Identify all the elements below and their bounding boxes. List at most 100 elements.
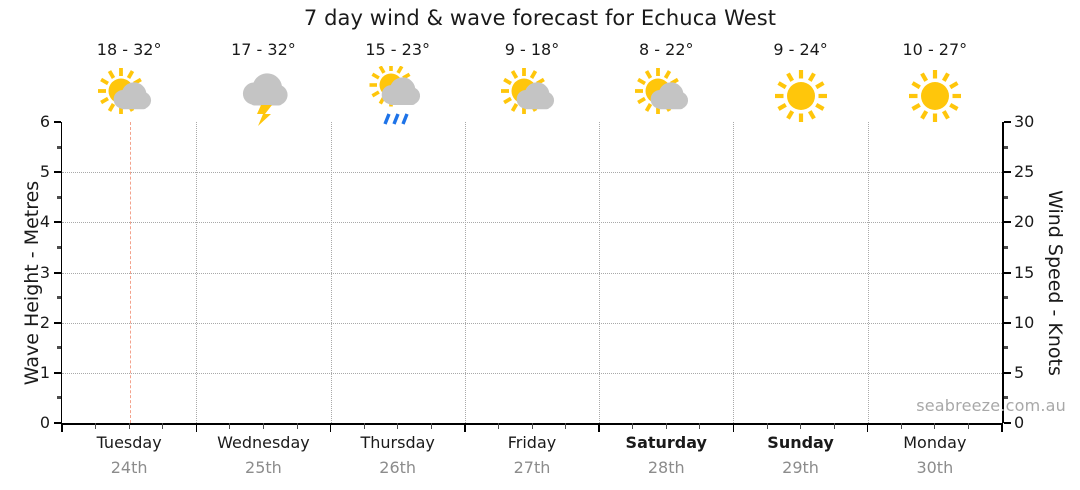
right-axis-tick [1003,346,1008,350]
x-axis-minor-tick [800,423,802,429]
x-axis-major-tick [195,423,198,432]
x-axis-minor-tick [833,423,835,429]
x-axis-minor-tick [632,423,634,429]
right-axis-tick [1003,195,1008,199]
day-date-label: 25th [245,458,282,477]
left-axis-tick-label: 3 [39,262,50,282]
left-axis-tick [56,145,61,149]
sun-behind-cloud-icon [62,68,196,126]
right-axis-tick [1003,396,1008,400]
right-axis-tick-label: 15 [1014,262,1035,282]
watermark: seabreeze.com.au [916,396,1066,415]
left-axis-tick-label: 5 [39,162,50,182]
right-axis-tick [1003,271,1011,274]
day-date-label: 29th [782,458,819,477]
right-axis-tick [1003,145,1008,149]
plot-area [53,121,1011,432]
x-axis-minor-tick [229,423,231,429]
sun-icon [868,68,1002,126]
right-axis-tick [1003,245,1008,249]
x-axis-minor-tick [296,423,298,429]
left-axis-tick-label: 4 [39,212,50,232]
x-axis-minor-tick [430,423,432,429]
right-axis-tick [1003,371,1011,374]
sun-behind-cloud-icon [465,68,599,126]
temperature-range: 15 - 23° [365,40,431,59]
sun-icon [774,70,827,122]
cloud-lightning-icon [196,68,330,126]
left-axis-tick [56,346,61,350]
x-axis-minor-tick [766,423,768,429]
x-axis-major-tick [61,423,63,432]
sun-cloud-rain-icon [331,66,465,126]
day-name-label: Friday [507,433,557,452]
day-separator-gridline [196,122,198,423]
x-axis-minor-tick [531,423,533,429]
x-axis-major-tick [866,423,869,432]
left-axis-tick [53,121,61,123]
day-separator-gridline [867,122,869,423]
left-axis-tick [53,321,61,324]
left-axis-tick [56,296,61,300]
x-axis-major-tick [732,423,735,432]
right-axis-tick [1003,321,1011,324]
x-axis-minor-tick [934,423,936,429]
day-separator-gridline [599,122,601,423]
x-axis-major-tick [598,423,600,432]
sun-behind-cloud-icon [98,68,152,114]
cloud-lightning-icon [243,73,288,126]
left-axis-tick [56,396,61,400]
day-name-label: Sunday [767,433,834,452]
day-name-label: Monday [903,433,967,452]
right-axis-tick [1003,171,1011,174]
x-axis-minor-tick [363,423,365,429]
day-date-label: 27th [513,458,551,477]
x-axis-minor-tick [967,423,969,429]
x-axis-major-tick [1001,423,1003,432]
x-axis-major-tick [464,423,466,432]
right-axis-line [1002,122,1004,423]
day-separator-gridline [733,122,735,423]
right-axis-tick-label: 20 [1014,212,1035,232]
left-axis-tick-label: 0 [39,413,50,432]
left-axis-tick-label: 1 [39,362,50,382]
temperature-range: 18 - 32° [96,40,162,59]
horizontal-gridline [62,322,1002,324]
left-axis-tick [53,422,61,424]
horizontal-gridline [62,272,1002,274]
day-date-label: 24th [110,458,148,477]
day-date-label: 28th [647,458,685,477]
day-date-label: 26th [379,458,417,477]
sun-behind-cloud-icon [635,68,689,114]
horizontal-gridline [62,222,1002,224]
temperature-range: 8 - 22° [639,40,694,59]
x-axis-minor-tick [397,423,399,429]
x-axis-minor-tick [565,423,567,429]
x-axis-minor-tick [497,423,499,429]
x-axis-minor-tick [162,423,164,429]
sun-cloud-rain-icon [369,66,420,125]
x-axis-minor-tick [128,423,130,429]
right-axis-tick [1003,121,1011,123]
left-axis-tick [56,245,61,249]
right-axis-tick-label: 5 [1014,362,1025,382]
day-separator-gridline [330,122,332,423]
left-axis-tick [56,195,61,199]
right-axis-tick-label: 0 [1014,413,1025,432]
sun-icon [733,68,867,126]
page-title: 7 day wind & wave forecast for Echuca We… [303,6,777,30]
day-name-label: Tuesday [96,433,162,452]
left-axis-tick [53,371,61,374]
right-axis-tick [1003,296,1008,300]
horizontal-gridline [62,172,1002,174]
right-axis-tick [1003,422,1011,424]
right-axis-tick-label: 30 [1014,112,1035,131]
left-axis-tick-label: 2 [39,312,50,332]
right-axis-tick-label: 10 [1014,312,1035,332]
x-axis-minor-tick [95,423,97,429]
x-axis-minor-tick [262,423,264,429]
right-axis-tick [1003,221,1011,224]
x-axis-minor-tick [665,423,667,429]
temperature-range: 9 - 18° [504,40,560,59]
